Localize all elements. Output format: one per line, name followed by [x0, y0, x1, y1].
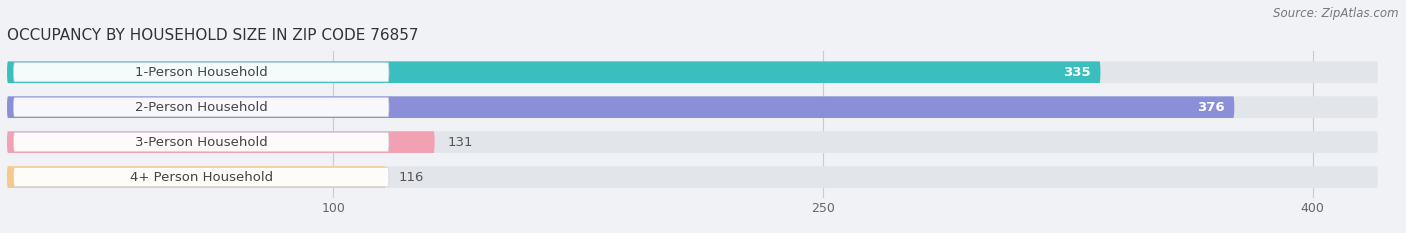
Text: 2-Person Household: 2-Person Household: [135, 101, 267, 114]
FancyBboxPatch shape: [14, 98, 389, 117]
FancyBboxPatch shape: [14, 63, 389, 82]
FancyBboxPatch shape: [7, 131, 1378, 153]
Text: OCCUPANCY BY HOUSEHOLD SIZE IN ZIP CODE 76857: OCCUPANCY BY HOUSEHOLD SIZE IN ZIP CODE …: [7, 28, 419, 43]
Text: 3-Person Household: 3-Person Household: [135, 136, 267, 149]
Text: 131: 131: [447, 136, 474, 149]
FancyBboxPatch shape: [7, 61, 1101, 83]
Text: 335: 335: [1063, 66, 1091, 79]
Text: 1-Person Household: 1-Person Household: [135, 66, 267, 79]
FancyBboxPatch shape: [7, 131, 434, 153]
Text: 376: 376: [1197, 101, 1225, 114]
FancyBboxPatch shape: [7, 166, 385, 188]
FancyBboxPatch shape: [7, 96, 1378, 118]
Text: 116: 116: [399, 171, 425, 184]
Text: 4+ Person Household: 4+ Person Household: [129, 171, 273, 184]
FancyBboxPatch shape: [7, 166, 1378, 188]
FancyBboxPatch shape: [7, 61, 1378, 83]
Text: Source: ZipAtlas.com: Source: ZipAtlas.com: [1274, 7, 1399, 20]
FancyBboxPatch shape: [7, 96, 1234, 118]
FancyBboxPatch shape: [14, 133, 389, 152]
FancyBboxPatch shape: [14, 168, 389, 187]
